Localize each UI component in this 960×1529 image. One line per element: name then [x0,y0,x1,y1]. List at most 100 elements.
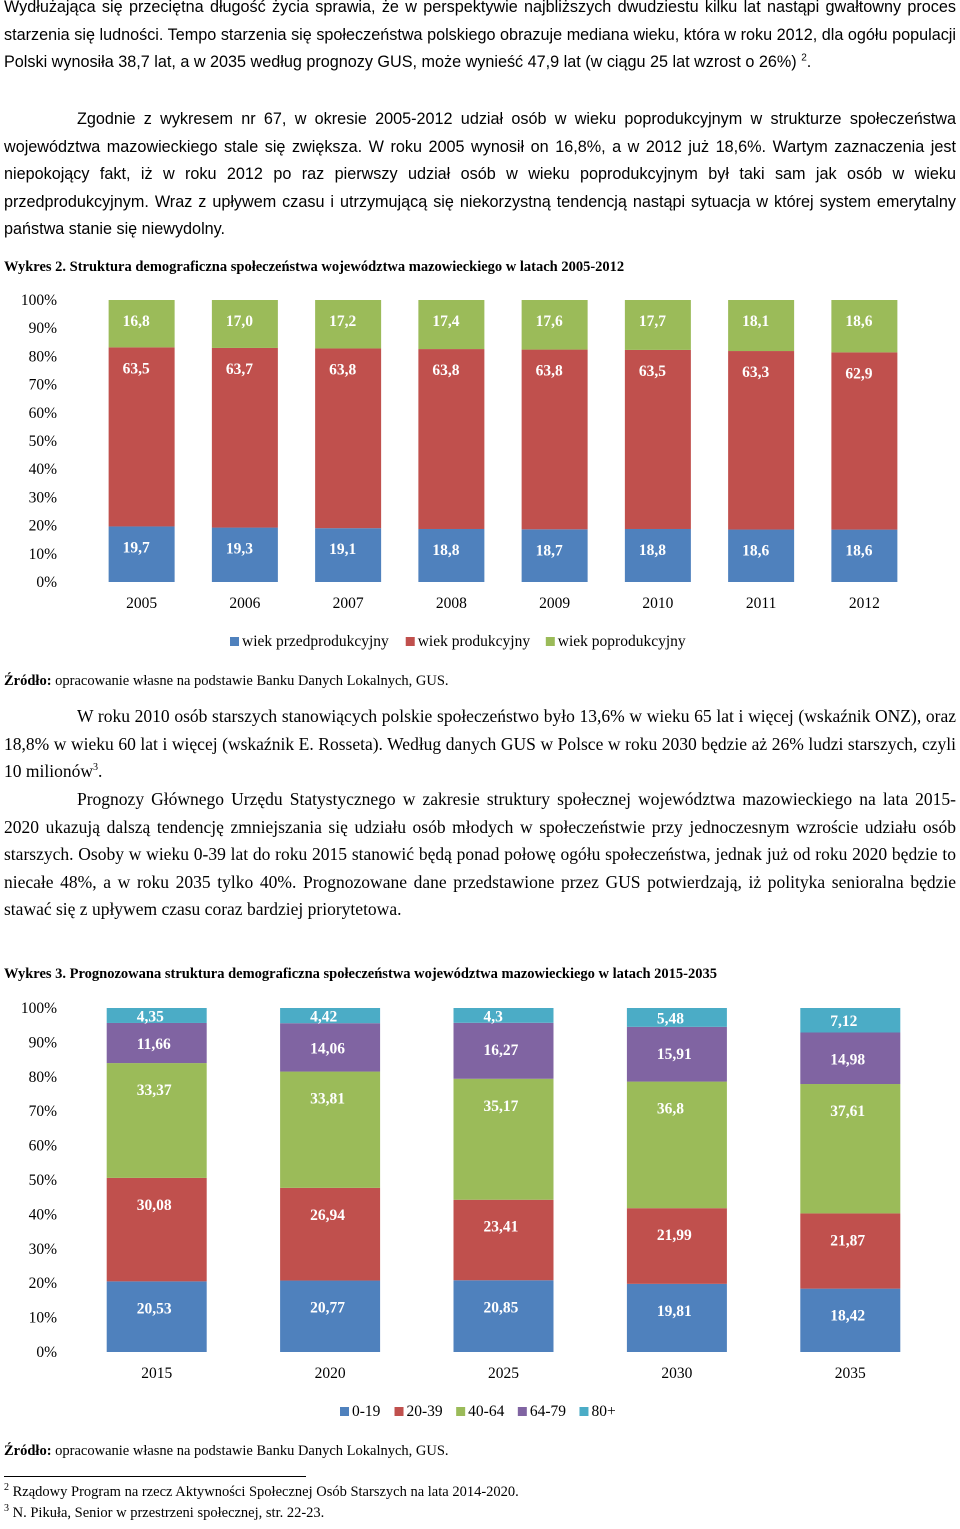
chart2-caption: Wykres 3. Prognozowana struktura demogra… [4,966,717,982]
data-label: 7,12 [830,1013,857,1030]
y-tick-label: 40% [29,461,58,478]
data-label: 11,66 [137,1036,171,1053]
data-label: 63,5 [123,360,150,377]
data-label: 17,2 [329,313,356,330]
y-tick-label: 0% [36,574,57,591]
chart1-container: 0% 10% 20% 30% 40% 50% 60% 70% 80% 90% 100% 19,7 63,… [0,282,960,662]
bar-segment [106,1063,207,1178]
bar-segment [800,1213,901,1289]
bar-segment [280,1008,381,1024]
footnote-3-text: N. Pikuła, Senior w przestrzeni społeczn… [12,1505,325,1521]
bar-segment [626,1283,727,1352]
bar-segment [106,1008,207,1023]
bar-segment [418,528,485,582]
bar-segment [453,1078,554,1200]
data-label: 17,7 [639,313,666,330]
chart2-svg: 0% 10% 20% 30% 40% 50% 60% 70% 80% 90% 100% 20,53 30… [21,1000,901,1420]
data-label: 19,3 [226,541,253,558]
bar-segment [800,1032,901,1085]
chart2-source-label: Źródło: [4,1443,52,1459]
bar-segment [106,1281,207,1352]
bar-segment [728,300,795,352]
bar-segment [418,300,485,350]
bar-segment [418,349,485,529]
data-label: 19,1 [329,541,356,558]
x-tick-label: 2011 [746,595,776,612]
data-label: 18,42 [830,1308,865,1325]
legend-swatch [394,1407,404,1416]
bar-segment [108,526,175,582]
data-label: 33,81 [310,1091,345,1108]
bar-segment [211,527,278,582]
chart1-source: Źródło: opracowanie własne na podstawie … [4,673,449,690]
data-label: 63,8 [329,361,356,378]
x-tick-label: 2007 [333,595,364,612]
paragraph-trend: Zgodnie z wykresem nr 67, w okresie 2005… [4,110,956,238]
y-tick-label: 70% [29,1103,58,1120]
data-label: 26,94 [310,1207,345,1224]
data-label: 18,7 [536,542,563,559]
data-label: 5,48 [657,1010,684,1027]
data-label: 35,17 [484,1098,519,1115]
bar-segment [626,1026,727,1082]
bar-segment [315,300,382,349]
data-label: 15,91 [657,1046,692,1063]
data-label: 16,8 [123,313,150,330]
data-label: 63,7 [226,361,253,378]
y-tick-label: 20% [29,1275,58,1292]
legend-label: 40-64 [468,1403,504,1420]
bar-segment [280,1187,381,1281]
bar-segment [108,347,175,527]
y-tick-label: 60% [29,405,58,422]
y-tick-label: 100% [21,1000,57,1017]
footnote-ref-2[interactable]: 2 [801,52,807,64]
x-tick-label: 2008 [436,595,467,612]
paragraph-elderly-end: . [97,761,103,781]
x-tick-label: 2035 [835,1365,866,1382]
chart2-source: Źródło: opracowanie własne na podstawie … [4,1443,449,1460]
paragraph-elderly-text: W roku 2010 osób starszych stanowiących … [4,706,956,781]
bar-segment [626,1008,727,1027]
data-label: 20,77 [310,1300,345,1317]
y-tick-label: 40% [29,1206,58,1223]
bar-segment [280,1071,381,1188]
bar-segment [521,529,588,582]
bar-segment [624,349,691,529]
bar-segment [800,1008,901,1033]
bar-segment [831,352,898,530]
bar-segment [831,529,898,582]
data-label: 33,37 [137,1082,172,1099]
paragraph-intro-end: . [806,53,812,71]
bar-segment [624,528,691,582]
y-tick-label: 60% [29,1138,58,1155]
bar-segment [728,351,795,530]
y-tick-label: 100% [21,292,57,309]
legend-swatch [517,1407,527,1416]
y-tick-label: 50% [29,433,58,450]
data-label: 14,06 [310,1040,345,1057]
data-label: 20,53 [137,1300,172,1317]
data-label: 21,87 [830,1232,865,1249]
legend-label: 0-19 [352,1403,381,1420]
data-label: 14,98 [830,1051,865,1068]
legend-swatch [405,637,415,646]
y-tick-label: 30% [29,489,58,506]
data-label: 19,81 [657,1303,692,1320]
legend-swatch [456,1407,466,1416]
paragraph-intro-text: Wydłużająca się przeciętna długość życia… [4,0,956,71]
x-tick-label: 2015 [141,1365,172,1382]
data-label: 4,42 [310,1009,337,1026]
footnote-ref-3[interactable]: 3 [92,762,98,774]
y-tick-label: 20% [29,518,58,535]
bar-segment [315,528,382,582]
y-tick-label: 80% [29,1069,58,1086]
bar-segment [106,1177,207,1282]
data-label: 19,7 [123,539,150,556]
bar-segment [626,1081,727,1209]
chart2-container: 0% 10% 20% 30% 40% 50% 60% 70% 80% 90% 100% 20,53 30… [0,990,960,1430]
data-label: 17,0 [226,313,253,330]
footnote-2: 2 Rządowy Program na rzecz Aktywności Sp… [4,1483,519,1501]
footnote-divider [4,1476,306,1477]
y-tick-label: 70% [29,377,58,394]
x-tick-label: 2020 [315,1365,346,1382]
